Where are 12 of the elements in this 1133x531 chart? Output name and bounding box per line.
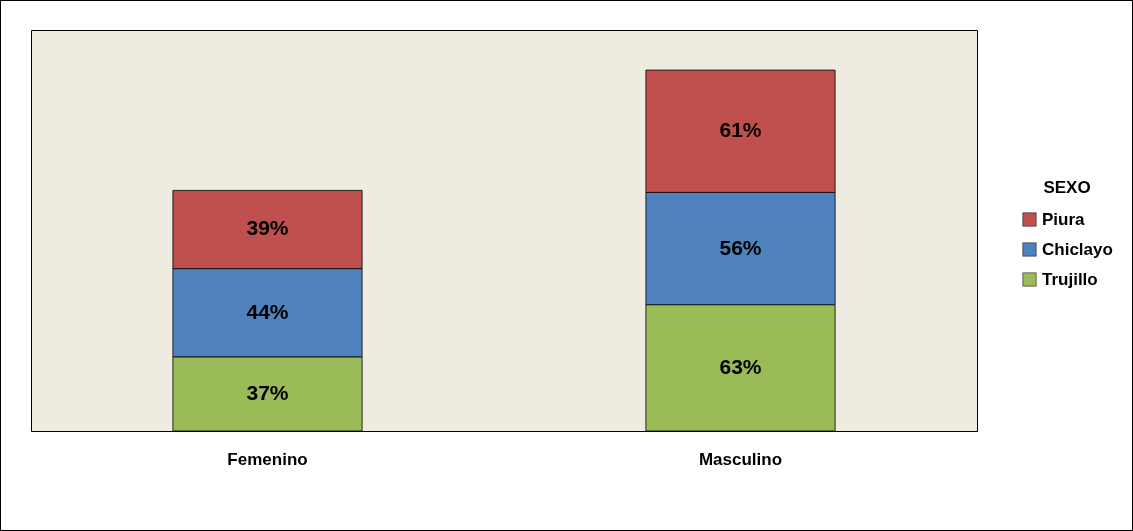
data-label: 61% [719,118,762,142]
x-tick-label: Masculino [698,449,783,469]
x-tick-label: Femenino [227,449,308,469]
data-label: 37% [246,380,289,404]
legend-title: SEXO [1043,178,1091,197]
data-label: 44% [246,299,289,323]
legend-label: Trujillo [1042,269,1098,289]
data-label: 56% [719,235,762,259]
data-label: 63% [719,354,762,378]
data-label: 39% [246,216,289,240]
legend-label: Chiclayo [1042,239,1113,259]
legend-label: Piura [1042,209,1086,229]
